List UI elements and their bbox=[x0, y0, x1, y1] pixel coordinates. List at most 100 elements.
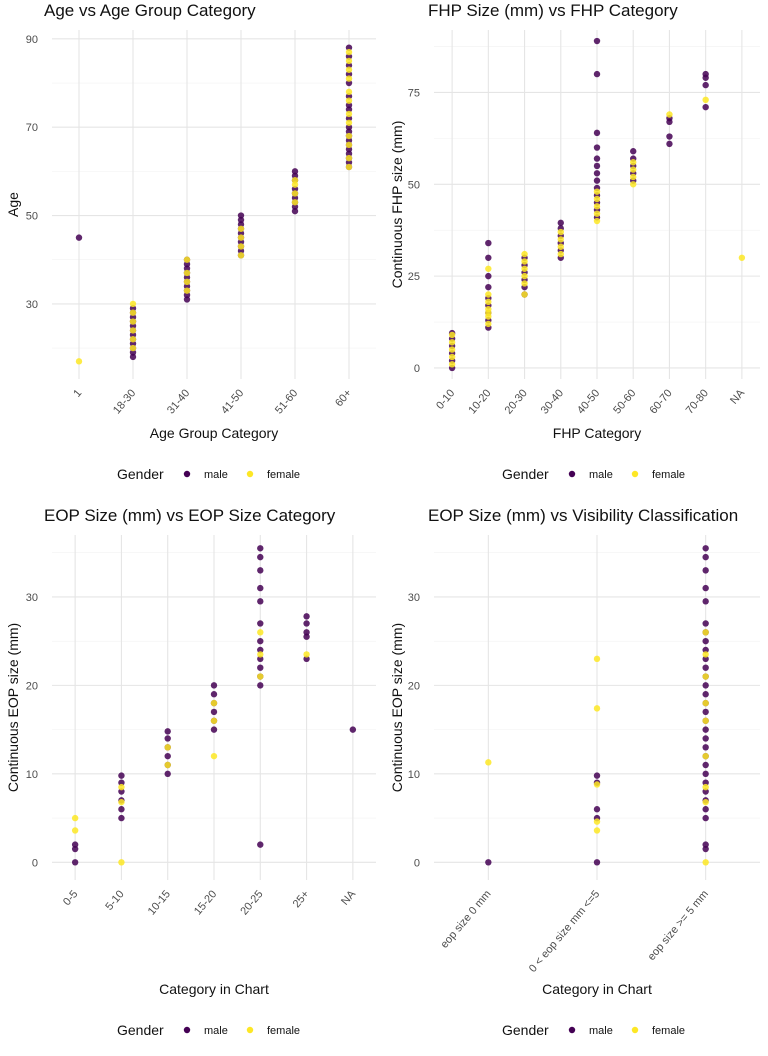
data-point-male bbox=[702, 664, 709, 671]
data-point-male bbox=[237, 212, 245, 219]
y-tick-label: 30 bbox=[26, 299, 38, 311]
data-point-male bbox=[702, 806, 709, 813]
data-point-female bbox=[702, 752, 709, 760]
y-tick-label: 30 bbox=[26, 592, 38, 604]
data-point-male bbox=[702, 770, 709, 778]
legend-marker-male bbox=[183, 1026, 191, 1034]
data-point-female bbox=[448, 346, 456, 353]
data-point-male bbox=[237, 238, 245, 246]
data-point-female bbox=[257, 673, 264, 680]
data-point-male bbox=[257, 584, 264, 592]
data-point-female bbox=[183, 269, 191, 277]
data-point-male bbox=[702, 814, 709, 822]
chart-title: EOP Size (mm) vs Visibility Classificati… bbox=[428, 506, 738, 525]
x-tick-label: 60-70 bbox=[647, 387, 674, 416]
data-point-female bbox=[702, 783, 709, 791]
data-point-male bbox=[164, 752, 171, 760]
data-point-male bbox=[257, 545, 264, 552]
data-point-female bbox=[485, 291, 492, 298]
data-point-female bbox=[129, 336, 137, 343]
data-point-female bbox=[593, 827, 601, 834]
x-tick-label: 1 bbox=[71, 387, 84, 399]
y-axis-label: Continuous EOP size (mm) bbox=[389, 623, 405, 792]
data-point-male bbox=[593, 37, 601, 45]
y-tick-label: 30 bbox=[408, 592, 420, 604]
x-tick-label: 10-15 bbox=[146, 888, 173, 917]
x-axis-label: Age Group Category bbox=[150, 425, 278, 441]
data-point-male bbox=[291, 207, 299, 215]
legend-marker-female bbox=[631, 1026, 639, 1034]
data-point-female bbox=[291, 177, 299, 184]
data-point-female bbox=[630, 159, 637, 166]
data-point-male bbox=[702, 70, 709, 78]
data-point-male bbox=[593, 170, 601, 177]
x-tick-label: NA bbox=[728, 387, 747, 407]
x-tick-label: 18-30 bbox=[111, 387, 138, 416]
data-point-female bbox=[448, 331, 456, 339]
data-point-female bbox=[210, 717, 218, 724]
data-point-male bbox=[593, 129, 601, 137]
x-tick-label: 20-30 bbox=[503, 387, 530, 416]
data-point-female bbox=[448, 353, 456, 361]
data-point-female bbox=[210, 699, 218, 707]
data-point-female bbox=[448, 339, 456, 346]
data-point-male bbox=[303, 613, 310, 620]
data-point-female bbox=[345, 75, 353, 82]
data-point-male bbox=[593, 162, 601, 170]
data-point-female bbox=[593, 217, 601, 225]
data-point-female bbox=[345, 163, 353, 171]
data-point-female bbox=[738, 254, 746, 261]
data-point-male bbox=[129, 353, 137, 361]
x-tick-label: 10-20 bbox=[466, 387, 493, 416]
x-tick-label: 41-50 bbox=[219, 387, 246, 416]
data-point-female bbox=[521, 291, 528, 298]
data-point-female bbox=[257, 629, 264, 636]
data-point-female bbox=[593, 818, 601, 825]
data-point-male bbox=[345, 62, 353, 69]
data-point-male bbox=[702, 545, 709, 552]
data-point-male bbox=[702, 567, 709, 574]
y-axis-label: Continuous EOP size (mm) bbox=[5, 623, 21, 792]
data-point-female bbox=[345, 97, 353, 104]
data-point-male bbox=[237, 221, 245, 228]
y-tick-label: 25 bbox=[408, 271, 420, 283]
y-tick-label: 0 bbox=[32, 857, 38, 869]
data-point-male bbox=[257, 646, 264, 654]
data-point-male bbox=[257, 664, 264, 671]
data-point-male bbox=[237, 216, 245, 224]
data-point-male bbox=[485, 254, 492, 261]
data-point-male bbox=[71, 859, 79, 866]
data-point-female bbox=[630, 166, 637, 173]
data-point-female bbox=[666, 111, 673, 118]
data-point-female bbox=[237, 234, 245, 241]
data-point-female bbox=[164, 761, 171, 769]
x-tick-label: eop size >= 5 mm bbox=[646, 888, 711, 963]
data-point-male bbox=[210, 691, 218, 698]
data-point-male bbox=[164, 735, 171, 742]
chart-panel-1: 30 50 70 90 1 18-30 31-40 41-50 51-60 60+ Age vs A… bbox=[5, 1, 376, 482]
data-point-male bbox=[593, 70, 601, 78]
data-point-male bbox=[593, 155, 601, 162]
data-point-male bbox=[303, 655, 310, 663]
data-point-male bbox=[303, 629, 310, 636]
data-point-male bbox=[349, 726, 357, 733]
data-point-male bbox=[345, 128, 353, 135]
y-tick-label: 50 bbox=[408, 179, 420, 191]
legend: Gender male female bbox=[117, 466, 300, 482]
y-tick-label: 0 bbox=[414, 363, 420, 375]
data-point-female bbox=[118, 859, 125, 866]
data-point-female bbox=[129, 327, 137, 334]
data-point-male bbox=[593, 772, 601, 779]
data-point-male bbox=[257, 655, 264, 663]
y-tick-label: 20 bbox=[408, 680, 420, 692]
data-point-male bbox=[485, 283, 492, 291]
data-point-male bbox=[118, 806, 125, 813]
data-point-female bbox=[71, 814, 79, 822]
data-point-male bbox=[183, 296, 191, 303]
data-point-male bbox=[118, 788, 125, 795]
data-point-male bbox=[291, 203, 299, 210]
y-tick-label: 50 bbox=[26, 211, 38, 223]
data-point-female bbox=[183, 287, 191, 294]
data-point-male bbox=[702, 81, 709, 89]
